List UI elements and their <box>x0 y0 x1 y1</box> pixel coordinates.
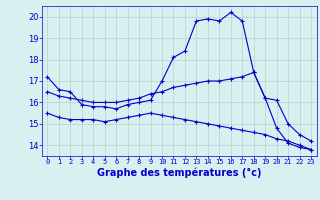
X-axis label: Graphe des températures (°c): Graphe des températures (°c) <box>97 168 261 178</box>
